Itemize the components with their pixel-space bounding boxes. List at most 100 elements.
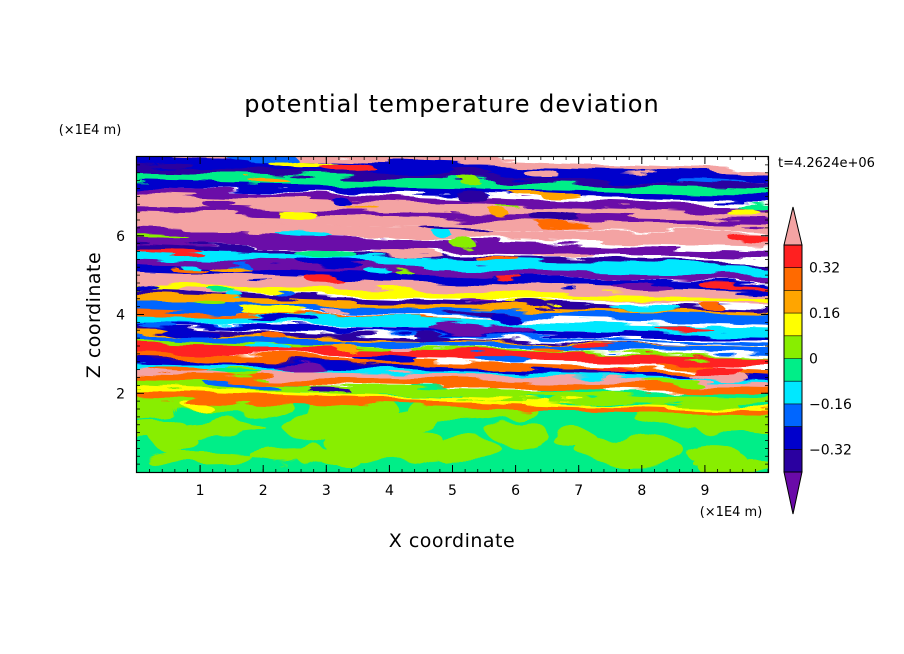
stratified-band [137, 343, 768, 367]
stratified-eddy [523, 170, 559, 177]
stratified-eddy [159, 328, 219, 336]
stratified-eddy [148, 366, 211, 373]
colorbar-tick-label: 0.16 [809, 306, 840, 322]
stratified-eddy [735, 201, 768, 210]
stratified-band [137, 236, 768, 259]
mixed-layer-patch [137, 417, 189, 442]
stratified-eddy [494, 276, 525, 280]
x-unit-label: (×1E4 m) [700, 505, 763, 520]
stratified-eddy [137, 247, 204, 255]
colorbar-tick-label: 0.32 [809, 261, 840, 277]
stratified-eddy [244, 343, 292, 350]
x-tick-label: 1 [196, 483, 205, 499]
stratified-eddy [275, 209, 317, 219]
stratified-eddy [322, 308, 348, 315]
mixed-layer-patch [489, 418, 548, 449]
chart-title: potential temperature deviation [244, 90, 659, 118]
mixed-layer-patch [691, 455, 748, 469]
mixed-layer-warm-patch [186, 404, 214, 414]
x-tick-label: 7 [574, 483, 583, 499]
stratified-eddy [325, 327, 366, 334]
stratified-eddy [388, 346, 412, 352]
stratified-eddy [275, 231, 333, 237]
stratified-eddy [170, 267, 209, 272]
stratified-eddy [509, 192, 583, 199]
stratified-eddy [332, 342, 357, 351]
stratified-eddy [518, 301, 549, 309]
stratified-eddy [410, 332, 448, 341]
y-tick-label: 6 [116, 229, 125, 245]
stratified-band [137, 264, 768, 294]
stratified-eddy [239, 306, 311, 316]
stratified-eddy [319, 163, 377, 172]
colorbar-band [784, 449, 802, 472]
mixed-layer-patch [179, 424, 268, 436]
x-tick-label: 9 [700, 483, 709, 499]
stratified-eddy [530, 347, 565, 353]
stratified-eddy [274, 292, 297, 297]
stratified-eddy [351, 355, 419, 362]
colorbar-band [784, 245, 802, 268]
stratified-band [137, 257, 768, 285]
x-tick-label: 2 [259, 483, 268, 499]
stratified-eddy [395, 269, 414, 276]
stratified-eddy [207, 370, 265, 375]
stratified-eddy [529, 212, 582, 222]
stratified-eddy [343, 205, 381, 209]
stratified-eddy [489, 313, 519, 322]
stratified-eddy [139, 322, 180, 331]
stratified-eddy [461, 178, 482, 187]
y-axis-ticks: 2 4 6 [116, 164, 768, 465]
stratified-eddy [203, 200, 238, 209]
y-axis-label: Z coordinate [83, 252, 105, 378]
colorbar-band [784, 335, 802, 359]
plot-frame [135, 155, 770, 474]
stratified-band [137, 333, 768, 356]
colorbar-tick-label: 0 [809, 352, 818, 368]
stratified-eddy [608, 304, 683, 311]
mixed-layer-patch [329, 420, 362, 435]
stratified-eddy [259, 370, 299, 377]
stratified-eddy [632, 173, 674, 178]
stratified-eddy [483, 323, 535, 333]
stratified-eddy [677, 180, 750, 186]
stratified-eddy [451, 169, 495, 178]
stratified-eddy [448, 238, 475, 247]
colorbar-tick-label: −0.16 [809, 397, 852, 413]
colorbar: 0.32 0.16 0 −0.16 −0.32 [783, 206, 852, 515]
time-label: t=4.2624e+06 [778, 156, 875, 171]
stratified-eddy [225, 157, 298, 162]
stratified-eddy [702, 304, 725, 311]
stratified-eddy [690, 366, 746, 375]
stratified-eddy [154, 164, 202, 171]
stratified-eddy [474, 256, 522, 262]
stratified-eddy [459, 297, 498, 302]
stratified-band [137, 391, 768, 418]
stratified-eddy [592, 367, 636, 373]
colorbar-band [784, 403, 802, 427]
colorbar-under-triangle [783, 471, 803, 515]
stratified-eddy [137, 283, 159, 291]
stratified-eddy [370, 250, 444, 258]
stratified-eddy [611, 283, 675, 293]
stratified-eddy [568, 343, 619, 348]
x-axis-ticks: 1 2 3 4 5 6 7 8 9 [149, 157, 769, 499]
stratified-eddy [725, 208, 761, 216]
stratified-eddy [227, 292, 244, 299]
colorbar-band [784, 290, 802, 314]
stratified-band [137, 380, 768, 405]
stratified-eddy [305, 386, 350, 391]
mixed-layer-patch [297, 442, 325, 467]
colorbar-band [784, 267, 802, 291]
x-tick-label: 5 [448, 483, 457, 499]
stratified-eddy [293, 248, 358, 258]
x-tick-label: 8 [637, 483, 646, 499]
stratified-eddy [495, 204, 519, 208]
stratified-eddy [178, 352, 246, 363]
colorbar-over-triangle [783, 206, 803, 246]
stratified-band [137, 283, 768, 305]
stratified-eddy [536, 222, 590, 228]
colorbar-band [784, 381, 802, 404]
stratified-eddy [305, 276, 344, 283]
stratified-eddy [247, 177, 291, 183]
